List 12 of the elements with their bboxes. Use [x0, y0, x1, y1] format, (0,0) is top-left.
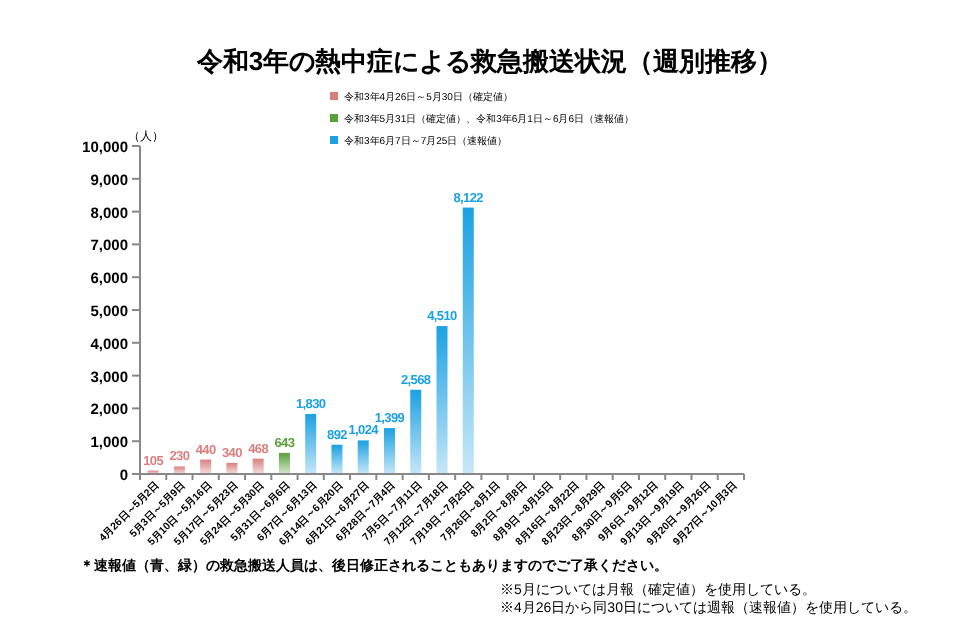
bar	[173, 466, 185, 474]
bar	[462, 207, 474, 474]
bar	[436, 326, 448, 474]
bar	[331, 444, 343, 474]
bar	[305, 413, 317, 474]
bar	[383, 428, 395, 474]
bar	[252, 458, 264, 474]
bar	[200, 459, 212, 474]
bar	[278, 452, 290, 474]
bar	[410, 389, 422, 474]
chart-title: 令和3年の熱中症による救急搬送状況（週別推移）	[194, 46, 784, 76]
bar	[357, 440, 369, 474]
